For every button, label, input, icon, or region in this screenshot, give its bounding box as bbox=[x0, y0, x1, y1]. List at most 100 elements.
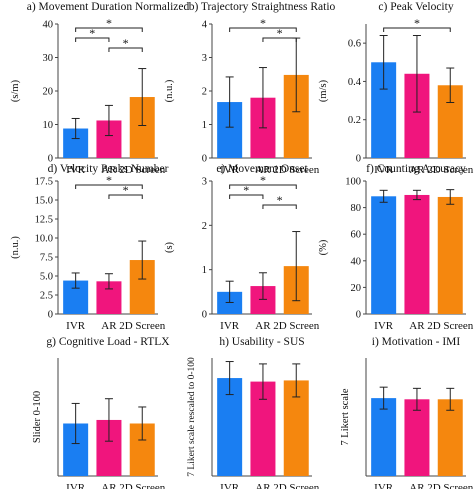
chart-panel: g) Cognitive Load - RTLX Slider 0-100 IVR A… bbox=[32, 336, 170, 489]
x-tick-label: IVR bbox=[374, 320, 394, 332]
y-axis-label: 7 Likert scale bbox=[340, 388, 351, 445]
y-tick-label: 0 bbox=[202, 154, 207, 165]
chart-panel: f) Counting Accuracy (%) 0 20 40 60 80 100 IVR AR… bbox=[318, 163, 474, 332]
x-tick-label: IVR bbox=[220, 320, 240, 332]
y-tick-label: 0 bbox=[356, 310, 361, 321]
bar-2d-screen bbox=[437, 196, 463, 314]
y-tick-label: 40 bbox=[351, 256, 362, 267]
significance-bracket bbox=[262, 204, 297, 209]
chart-title: a) Movement Duration Normalized bbox=[27, 1, 190, 13]
y-tick-label: 30 bbox=[43, 53, 54, 64]
chart-panel: a) Movement Duration Normalized (s/m) 0 10 2… bbox=[10, 1, 190, 176]
x-tick-label: AR bbox=[409, 482, 425, 489]
y-axis-label: (n.u.) bbox=[164, 79, 175, 102]
significance-bracket bbox=[229, 184, 297, 189]
y-axis-label: (n.u.) bbox=[10, 236, 21, 259]
significance-bracket bbox=[262, 37, 297, 42]
x-tick-label: 2D Screen bbox=[119, 482, 166, 489]
chart-panel: h) Usability - SUS 7 Likert scale rescale… bbox=[187, 336, 320, 489]
chart-panel: d) Velocity Peaks Number (n.u.) 0 2.5 5.0 7.5… bbox=[10, 163, 169, 332]
y-tick-label: 10.0 bbox=[35, 234, 53, 245]
significance-bracket bbox=[108, 194, 143, 199]
y-tick-label: 10 bbox=[43, 120, 54, 131]
chart-panel: c) Peak Velocity (m/s) 0 0.2 0.4 0.6 IVR AR 2D S… bbox=[318, 1, 474, 176]
significance-bracket bbox=[229, 27, 297, 32]
significance-marker: * bbox=[106, 173, 112, 187]
chart-title: b) Trajectory Straightness Ratio bbox=[189, 1, 336, 13]
x-tick-label: IVR bbox=[66, 320, 86, 332]
chart-title: h) Usability - SUS bbox=[219, 336, 304, 348]
y-tick-label: 20 bbox=[351, 283, 362, 294]
y-tick-label: 1 bbox=[202, 265, 207, 276]
significance-marker: * bbox=[123, 36, 129, 50]
chart-panel: i) Motivation - IMI 7 Likert scale IVR AR 2D… bbox=[340, 336, 474, 489]
significance-marker: * bbox=[277, 193, 283, 207]
x-tick-label: AR bbox=[101, 320, 117, 332]
significance-marker: * bbox=[414, 16, 420, 30]
y-tick-label: 0 bbox=[48, 154, 53, 165]
bar-ar bbox=[404, 194, 430, 314]
x-tick-label: 2D Screen bbox=[273, 320, 320, 332]
x-tick-label: IVR bbox=[66, 164, 86, 176]
x-tick-label: IVR bbox=[66, 482, 86, 489]
y-tick-label: 0.6 bbox=[348, 39, 361, 50]
y-tick-label: 0.4 bbox=[348, 77, 362, 88]
y-tick-label: 5.0 bbox=[40, 272, 53, 283]
significance-marker: * bbox=[260, 173, 266, 187]
y-tick-label: 2 bbox=[202, 221, 207, 232]
significance-bracket bbox=[108, 47, 143, 52]
y-axis-label: (%) bbox=[318, 239, 329, 255]
x-tick-label: IVR bbox=[374, 482, 394, 489]
chart-title: g) Cognitive Load - RTLX bbox=[46, 336, 170, 348]
y-axis-label: Slider 0-100 bbox=[32, 391, 43, 443]
chart-title: e) Movement Onset bbox=[216, 163, 308, 175]
significance-bracket bbox=[75, 37, 110, 42]
y-tick-label: 3 bbox=[202, 53, 207, 64]
x-tick-label: 2D Screen bbox=[273, 164, 320, 176]
y-tick-label: 12.5 bbox=[35, 215, 53, 226]
x-tick-label: 2D Screen bbox=[273, 482, 320, 489]
x-tick-label: AR bbox=[255, 164, 271, 176]
y-axis-label: (s) bbox=[164, 241, 175, 253]
x-tick-label: IVR bbox=[220, 482, 240, 489]
x-tick-label: AR bbox=[409, 164, 425, 176]
y-tick-label: 1 bbox=[202, 120, 207, 131]
significance-marker: * bbox=[106, 16, 112, 30]
y-axis-label: (s/m) bbox=[10, 79, 21, 102]
x-tick-label: IVR bbox=[374, 164, 394, 176]
significance-bracket bbox=[75, 184, 143, 189]
significance-marker: * bbox=[260, 16, 266, 30]
x-tick-label: 2D Screen bbox=[427, 482, 474, 489]
bar-2d-screen bbox=[437, 399, 463, 476]
x-tick-label: AR bbox=[101, 482, 117, 489]
significance-bracket bbox=[75, 27, 143, 32]
y-tick-label: 100 bbox=[345, 177, 361, 188]
significance-bracket bbox=[383, 27, 451, 32]
y-tick-label: 4 bbox=[202, 20, 208, 31]
x-tick-label: 2D Screen bbox=[427, 320, 474, 332]
x-tick-label: AR bbox=[409, 320, 425, 332]
y-tick-label: 80 bbox=[351, 203, 362, 214]
x-tick-label: 2D Screen bbox=[119, 320, 166, 332]
y-axis-label: 7 Likert scale rescaled to 0-100 bbox=[187, 357, 197, 477]
y-tick-label: 0 bbox=[48, 310, 53, 321]
bar-ivr bbox=[371, 398, 397, 476]
x-tick-label: 2D Screen bbox=[119, 164, 166, 176]
y-tick-label: 17.5 bbox=[35, 177, 53, 188]
x-tick-label: IVR bbox=[220, 164, 240, 176]
significance-marker: * bbox=[89, 26, 95, 40]
bar-ivr bbox=[371, 196, 397, 314]
y-tick-label: 0 bbox=[356, 154, 361, 165]
y-tick-label: 3 bbox=[202, 177, 207, 188]
y-tick-label: 7.5 bbox=[40, 253, 53, 264]
y-tick-label: 2 bbox=[202, 87, 207, 98]
x-tick-label: AR bbox=[255, 320, 271, 332]
significance-marker: * bbox=[123, 183, 129, 197]
significance-marker: * bbox=[243, 183, 249, 197]
chart-title: f) Counting Accuracy bbox=[366, 163, 466, 175]
y-axis-label: (m/s) bbox=[318, 79, 329, 102]
y-tick-label: 0.2 bbox=[348, 115, 361, 126]
x-tick-label: AR bbox=[101, 164, 117, 176]
